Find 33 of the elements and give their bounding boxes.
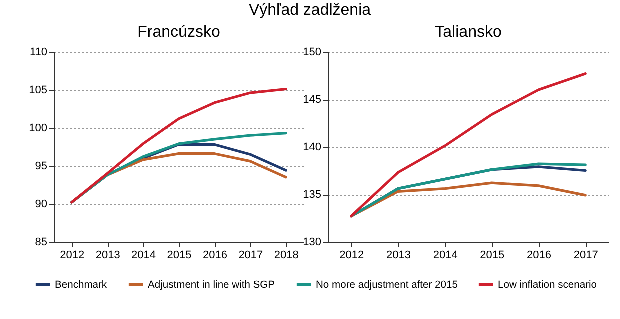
y-tick-label: 95 <box>35 160 48 172</box>
text: Výhľad zadlženia <box>248 2 372 20</box>
y-tick-label: 100 <box>29 122 48 134</box>
chart-title: Francúzsko <box>138 24 220 41</box>
y-tick-label: 140 <box>303 142 322 154</box>
y-tick-label: 145 <box>303 94 322 106</box>
y-tick-label: 85 <box>35 236 48 248</box>
x-tick-label: 2015 <box>167 250 192 262</box>
x-tick-label: 2014 <box>132 250 156 262</box>
legend-label: No more adjustment after 2015 <box>316 280 458 291</box>
y-tick-label: 105 <box>29 84 48 96</box>
y-tick-label: 135 <box>303 189 322 201</box>
chart-title: Taliansko <box>435 24 502 41</box>
x-tick-label: 2012 <box>60 250 85 262</box>
line-series <box>70 88 288 204</box>
legend-label: Low inflation scenario <box>498 280 598 291</box>
y-tick-label: 130 <box>303 236 322 248</box>
x-tick-label: 2016 <box>527 250 552 262</box>
y-tick-label: 90 <box>35 198 48 210</box>
y-tick-label: 110 <box>30 46 48 58</box>
x-tick-label: 2012 <box>340 250 364 262</box>
x-tick-label: 2017 <box>238 250 264 262</box>
x-tick-label: 2015 <box>480 250 505 262</box>
legend-label: Adjustment in line with SGP <box>148 280 276 291</box>
line-series <box>350 72 587 218</box>
x-tick-label: 2014 <box>433 250 458 262</box>
x-tick-label: 2016 <box>202 250 228 262</box>
x-tick-label: 2013 <box>96 250 120 262</box>
y-tick-label: 150 <box>303 46 322 58</box>
legend-label: Benchmark <box>55 280 108 291</box>
x-tick-label: 2018 <box>274 250 299 262</box>
x-tick-label: 2013 <box>386 250 411 262</box>
x-tick-label: 2017 <box>574 250 598 262</box>
